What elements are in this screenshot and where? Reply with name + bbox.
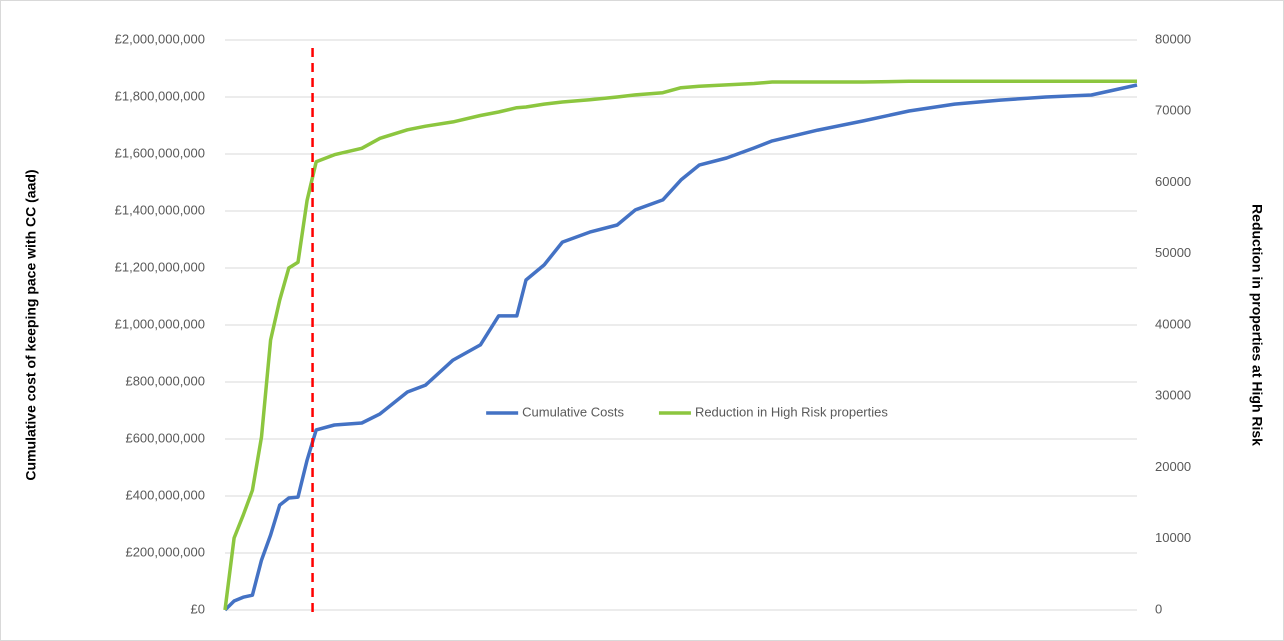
y-tick-label: £1,800,000,000 [115,88,205,103]
y-tick-label: £600,000,000 [125,430,205,445]
y2-tick-label: 50000 [1155,245,1191,260]
series-line [223,79,1137,611]
y2-tick-label: 60000 [1155,174,1191,189]
y-tick-label: £1,200,000,000 [115,259,205,274]
y-tick-label: £800,000,000 [125,373,205,388]
y-tick-label: £2,000,000,000 [115,31,205,46]
legend-label: Cumulative Costs [522,404,624,419]
y-tick-label: £1,600,000,000 [115,145,205,160]
y-tick-label: £1,000,000,000 [115,316,205,331]
legend-label: Reduction in High Risk properties [695,404,888,419]
y2-tick-label: 40000 [1155,316,1191,331]
y2-tick-label: 20000 [1155,459,1191,474]
y-tick-label: £1,400,000,000 [115,202,205,217]
y-tick-label: £400,000,000 [125,487,205,502]
legend: Cumulative Costs Reduction in High Risk p… [486,404,888,419]
y2-tick-label: 30000 [1155,388,1191,403]
y-axis-title: Cumulative cost of keeping pace with CC … [23,169,39,480]
y2-tick-label: 10000 [1155,530,1191,545]
y-tick-label: £200,000,000 [125,544,205,559]
y2-tick-label: 0 [1155,601,1162,616]
series-line [223,83,1138,612]
y2-tick-label: 80000 [1155,31,1191,46]
y-tick-label: £0 [191,601,205,616]
y2-axis-title: Reduction in properties at High Risk [1249,204,1265,446]
y2-tick-label: 70000 [1155,103,1191,118]
